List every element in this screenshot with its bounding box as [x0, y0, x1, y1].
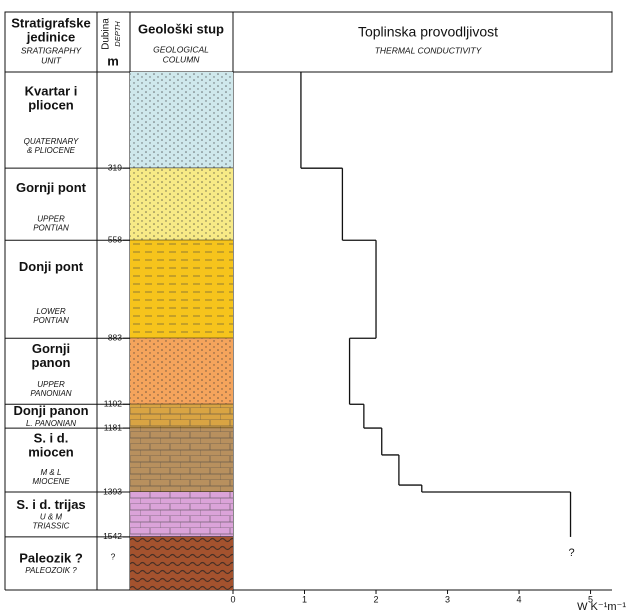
header-units: jedinice: [26, 29, 75, 44]
header-units-en: UNIT: [41, 55, 62, 65]
unit-name: Gornji pont: [16, 180, 87, 195]
geo-pattern: [130, 537, 233, 590]
geo-pattern: [130, 72, 233, 168]
depth-unknown: ?: [111, 551, 116, 561]
chart: Stratigrafske jedinice SRATIGRAPHY UNIT …: [0, 0, 627, 614]
unit-name: panon: [32, 355, 71, 370]
geo-pattern: [130, 168, 233, 240]
depth-label: 1181: [104, 422, 123, 432]
depth-label: 1393: [103, 486, 122, 496]
unit-name-en: TRIASSIC: [33, 522, 70, 531]
unit-name: Donji panon: [13, 403, 88, 418]
depth-label: 558: [108, 234, 122, 244]
chart-subtitle: THERMAL CONDUCTIVITY: [375, 45, 483, 55]
unit-name-en: PONTIAN: [33, 224, 69, 233]
unit-name-en: & PLIOCENE: [27, 146, 76, 155]
unit-name-en: L. PANONIAN: [26, 419, 76, 428]
depth-label: 1542: [103, 531, 122, 541]
header-depth-en: DEPTH: [113, 21, 122, 47]
depth-label: 319: [108, 162, 122, 172]
unit-name: pliocen: [28, 97, 74, 112]
header-column: Geološki stup: [138, 21, 224, 36]
x-tick-label: 5: [588, 594, 593, 604]
unit-name-en: MIOCENE: [32, 477, 70, 486]
chart-title: Toplinska provodljivost: [358, 24, 498, 40]
geo-pattern: [130, 240, 233, 338]
x-tick-label: 1: [302, 594, 307, 604]
unit-name-en: LOWER: [36, 307, 66, 316]
geo-pattern: [130, 428, 233, 492]
header-box: [5, 12, 612, 72]
unit-name-en: PANONIAN: [30, 389, 71, 398]
depth-label: 1102: [104, 399, 123, 409]
unit-name-en: U & M: [40, 513, 63, 522]
header-units: Stratigrafske: [11, 15, 90, 30]
x-tick-label: 3: [445, 594, 450, 604]
depth-label: 883: [108, 332, 122, 342]
unit-name-en: M & L: [41, 468, 62, 477]
unit-name: Gornji: [32, 341, 70, 356]
unit-name: S. i d.: [34, 430, 69, 445]
unit-name: miocen: [28, 444, 74, 459]
unit-name: Paleozik ?: [19, 550, 83, 565]
unit-name: Kvartar i: [25, 83, 78, 98]
unit-name-en: QUATERNARY: [24, 137, 79, 146]
geo-pattern: [130, 492, 233, 537]
x-tick-label: 2: [374, 594, 379, 604]
unit-name-en: PALEOZOIK ?: [25, 566, 77, 575]
x-tick-label: 0: [230, 594, 235, 604]
header-column-en: COLUMN: [163, 54, 201, 64]
geo-pattern: [130, 404, 233, 428]
header-depth: Dubina: [101, 18, 112, 50]
unit-name-en: UPPER: [37, 215, 65, 224]
x-tick-label: 4: [517, 594, 522, 604]
unit-name-en: PONTIAN: [33, 316, 69, 325]
conductivity-unknown: ?: [568, 547, 574, 559]
geo-pattern: [130, 338, 233, 404]
header-units-en: SRATIGRAPHY: [21, 45, 83, 55]
x-axis-label: W K⁻¹m⁻¹: [577, 601, 626, 613]
unit-name: S. i d. trijas: [16, 497, 85, 512]
unit-name-en: UPPER: [37, 380, 65, 389]
header-column-en: GEOLOGICAL: [153, 44, 209, 54]
unit-name: Donji pont: [19, 259, 84, 274]
header-depth-unit: m: [107, 53, 119, 68]
